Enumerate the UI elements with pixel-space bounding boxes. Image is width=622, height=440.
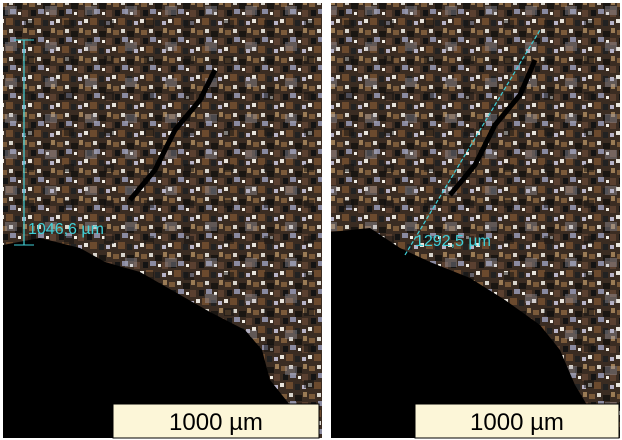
micrograph-figure: 1046,6 µm 1000 µm 1292,5 µm 1000 µm [0,0,622,440]
left-panel: 1046,6 µm 1000 µm [3,3,322,438]
scale-bar-label: 1000 µm [470,409,564,436]
measurement-label: 1292,5 µm [415,233,491,250]
measurement-label: 1046,6 µm [28,221,104,238]
right-panel: 1292,5 µm 1000 µm [331,3,620,438]
scale-bar-label: 1000 µm [169,409,263,436]
